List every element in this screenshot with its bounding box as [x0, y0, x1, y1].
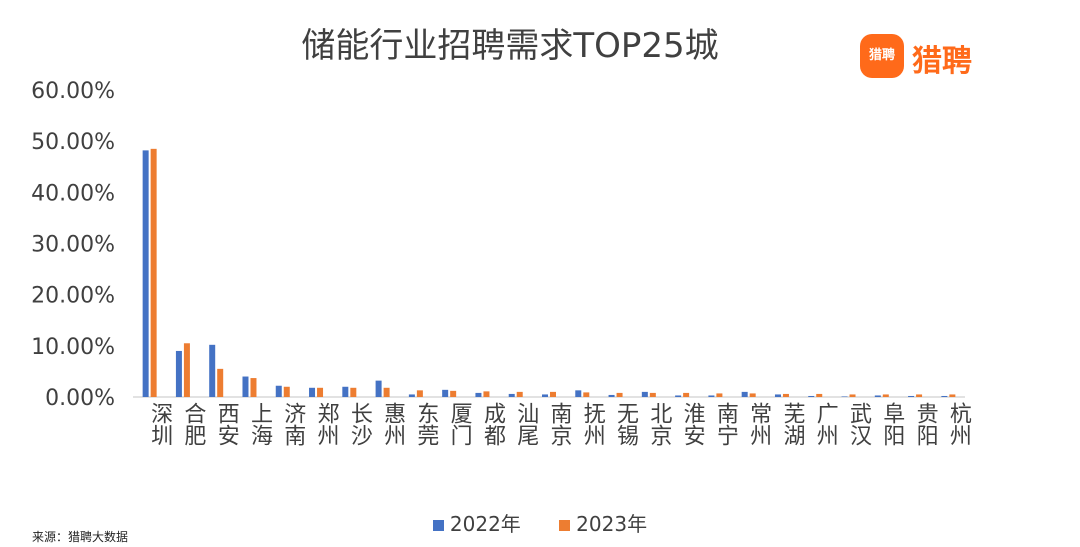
logo-badge-icon: 猎聘	[860, 34, 904, 78]
bar-2023-常州	[749, 393, 756, 397]
bar-2023-杭州	[949, 394, 956, 397]
bar-2023-成都	[483, 391, 490, 397]
legend-swatch-2023	[559, 520, 571, 531]
bar-2022-抚州	[575, 390, 582, 397]
bar-2022-长沙	[342, 386, 349, 397]
bar-2023-郑州	[317, 387, 324, 397]
bar-2023-无锡	[616, 392, 623, 397]
bar-2022-惠州	[375, 380, 382, 397]
bar-2022-广州	[808, 395, 815, 397]
x-tick-label: 阜阳	[879, 402, 904, 446]
bar-2023-贵阳	[916, 394, 923, 397]
x-tick-label: 东莞	[413, 402, 439, 446]
x-tick-label: 无锡	[613, 402, 639, 446]
x-tick-label: 长沙	[347, 402, 373, 446]
bar-2022-汕尾	[508, 393, 515, 397]
bar-2023-武汉	[849, 394, 856, 397]
y-tick-label: 40.00%	[31, 181, 115, 206]
bar-2023-合肥	[183, 343, 190, 397]
x-tick-label: 汕尾	[513, 402, 539, 446]
bar-2023-南京	[550, 391, 556, 397]
legend: 2022年 2023年	[0, 508, 1080, 537]
bar-2022-贵阳	[908, 395, 915, 397]
bar-2023-惠州	[383, 387, 390, 397]
x-tick-label: 南京	[547, 402, 572, 446]
y-tick-label: 10.00%	[31, 335, 115, 360]
x-tick-label: 上海	[247, 402, 273, 446]
x-tick-label: 贵阳	[913, 402, 938, 446]
y-tick-label: 0.00%	[45, 386, 115, 411]
bar-2023-济南	[283, 386, 290, 397]
bar-2022-西安	[209, 344, 216, 397]
bar-2022-厦门	[442, 389, 449, 397]
legend-swatch-2022	[432, 520, 444, 531]
x-tick-label: 武汉	[846, 402, 872, 446]
x-tick-label: 北京	[646, 402, 672, 446]
bar-2022-上海	[242, 376, 249, 397]
bar-2022-武汉	[841, 396, 848, 397]
x-tick-label: 成都	[480, 402, 506, 446]
x-tick-label: 抚州	[580, 402, 606, 446]
bar-2023-抚州	[583, 392, 590, 397]
y-tick-label: 60.00%	[31, 79, 115, 104]
chart-title: 储能行业招聘需求TOP25城	[301, 26, 719, 66]
bar-2022-济南	[275, 385, 282, 397]
bar-2023-厦门	[450, 390, 457, 397]
bar-2022-阜阳	[874, 395, 881, 397]
bar-2022-成都	[475, 392, 482, 397]
y-tick-label: 50.00%	[31, 130, 115, 155]
bar-2022-深圳	[142, 150, 149, 397]
bar-2023-汕尾	[516, 391, 523, 397]
bar-2023-东莞	[416, 390, 423, 397]
x-tick-label: 广州	[813, 402, 839, 446]
bar-2022-常州	[741, 391, 748, 397]
x-tick-label: 郑州	[314, 402, 340, 446]
bar-2023-广州	[816, 393, 823, 397]
y-tick-label: 30.00%	[31, 233, 115, 258]
bar-2023-阜阳	[882, 394, 889, 397]
legend-item-2023: 2023年	[559, 508, 647, 537]
x-tick-label: 杭州	[946, 402, 972, 446]
x-tick-label: 惠州	[380, 402, 406, 446]
x-tick-label: 淮安	[680, 402, 706, 446]
bar-2022-芜湖	[774, 394, 781, 397]
x-tick-label: 西安	[214, 402, 239, 446]
bar-2023-淮安	[683, 392, 690, 397]
bar-2023-深圳	[150, 148, 157, 397]
bar-2022-杭州	[941, 395, 948, 397]
bar-2023-芜湖	[782, 393, 789, 397]
x-tick-label: 济南	[280, 402, 306, 446]
bar-2023-北京	[649, 392, 656, 397]
x-tick-label: 深圳	[147, 402, 173, 446]
x-tick-label: 南宁	[713, 402, 738, 446]
bar-2023-上海	[250, 378, 257, 397]
bar-2022-南京	[542, 394, 548, 397]
bar-2023-长沙	[350, 387, 357, 397]
bar-2022-南宁	[708, 395, 715, 397]
x-tick-label: 芜湖	[779, 402, 805, 446]
bar-2022-合肥	[175, 350, 182, 397]
bar-2022-东莞	[408, 394, 415, 397]
logo-text: 猎聘	[912, 44, 972, 79]
bar-2022-无锡	[608, 394, 615, 397]
bar-2022-郑州	[309, 387, 316, 397]
x-tick-label: 常州	[746, 402, 772, 446]
x-tick-label: 厦门	[447, 402, 473, 446]
y-tick-label: 20.00%	[31, 284, 115, 309]
legend-label-2022: 2022年	[449, 512, 521, 536]
legend-item-2022: 2022年	[432, 508, 521, 537]
source-note: 来源：猎聘大数据	[32, 530, 129, 544]
legend-label-2023: 2023年	[576, 512, 648, 536]
bar-2023-西安	[217, 368, 224, 397]
bar-2022-淮安	[675, 395, 682, 397]
x-tick-label: 合肥	[180, 402, 206, 446]
bar-2023-南宁	[716, 393, 723, 397]
bar-2022-北京	[641, 391, 648, 397]
